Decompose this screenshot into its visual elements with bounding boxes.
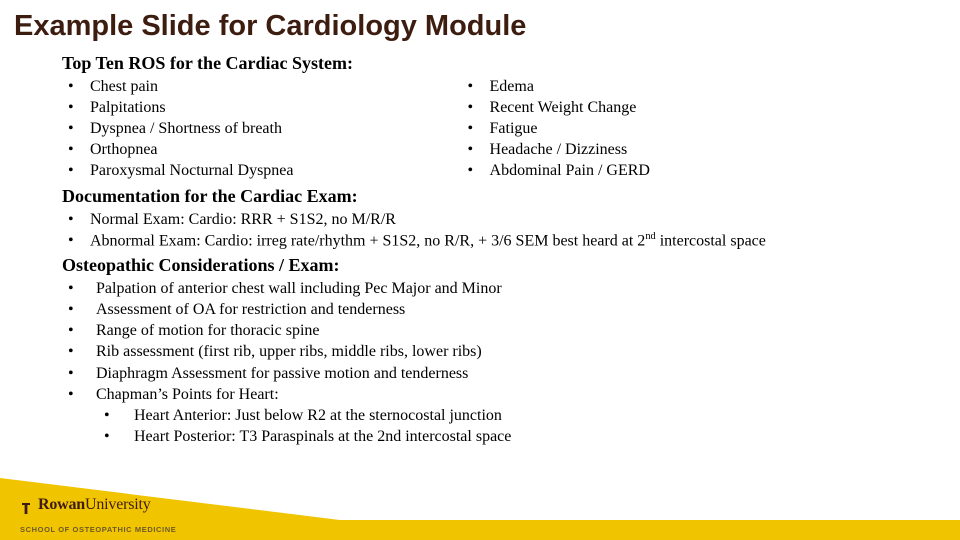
list-item: Dyspnea / Shortness of breath <box>68 118 294 139</box>
list-item: Headache / Dizziness <box>468 139 650 160</box>
list-item: Fatigue <box>468 118 650 139</box>
list-item: Palpation of anterior chest wall includi… <box>68 278 960 299</box>
list-item: Range of motion for thoracic spine <box>68 320 960 341</box>
list-item: Abdominal Pain / GERD <box>468 160 650 181</box>
slide-content: Top Ten ROS for the Cardiac System: Ches… <box>0 43 960 447</box>
doc-list: Normal Exam: Cardio: RRR + S1S2, no M/R/… <box>62 209 960 252</box>
superscript: nd <box>645 231 655 242</box>
university-logo: RowanUniversity <box>18 496 151 516</box>
section-heading-ros: Top Ten ROS for the Cardiac System: <box>62 53 960 74</box>
list-item: Edema <box>468 76 650 97</box>
ros-col-right: Edema Recent Weight Change Fatigue Heada… <box>462 74 650 182</box>
footer: RowanUniversity SCHOOL OF OSTEOPATHIC ME… <box>0 478 960 540</box>
ros-col-left: Chest pain Palpitations Dyspnea / Shortn… <box>62 74 294 182</box>
brand-prefix: Rowan <box>38 496 85 513</box>
list-item: Rib assessment (first rib, upper ribs, m… <box>68 341 960 362</box>
list-item: Assessment of OA for restriction and ten… <box>68 299 960 320</box>
ros-columns: Chest pain Palpitations Dyspnea / Shortn… <box>62 74 960 182</box>
osteo-list: Palpation of anterior chest wall includi… <box>62 278 960 405</box>
list-item: Abnormal Exam: Cardio: irreg rate/rhythm… <box>68 230 960 251</box>
list-item: Chapman’s Points for Heart: <box>68 384 960 405</box>
list-item: Normal Exam: Cardio: RRR + S1S2, no M/R/… <box>68 209 960 230</box>
list-item: Palpitations <box>68 97 294 118</box>
brand-text: RowanUniversity <box>38 496 151 514</box>
slide-title: Example Slide for Cardiology Module <box>0 0 960 43</box>
list-item: Heart Anterior: Just below R2 at the ste… <box>104 405 960 426</box>
list-item: Recent Weight Change <box>468 97 650 118</box>
torch-icon <box>18 496 34 516</box>
section-heading-osteo: Osteopathic Considerations / Exam: <box>62 255 960 276</box>
osteo-sublist: Heart Anterior: Just below R2 at the ste… <box>62 405 960 447</box>
section-heading-doc: Documentation for the Cardiac Exam: <box>62 186 960 207</box>
list-item: Diaphragm Assessment for passive motion … <box>68 363 960 384</box>
school-name: SCHOOL OF OSTEOPATHIC MEDICINE <box>20 525 176 534</box>
slide: Example Slide for Cardiology Module Top … <box>0 0 960 540</box>
ros-list-left: Chest pain Palpitations Dyspnea / Shortn… <box>62 76 294 182</box>
brand-suffix: University <box>85 496 151 513</box>
list-item: Heart Posterior: T3 Paraspinals at the 2… <box>104 426 960 447</box>
list-item: Paroxysmal Nocturnal Dyspnea <box>68 160 294 181</box>
list-item: Chest pain <box>68 76 294 97</box>
ros-list-right: Edema Recent Weight Change Fatigue Heada… <box>462 76 650 182</box>
list-item: Orthopnea <box>68 139 294 160</box>
